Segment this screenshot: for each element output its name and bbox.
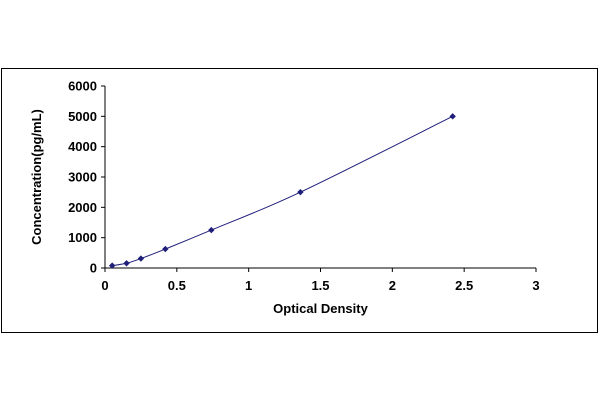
y-ticks: 0 1000 2000 3000 4000 5000 6000: [68, 79, 105, 276]
y-tick-label: 3000: [68, 170, 97, 185]
data-point: [208, 226, 215, 234]
y-tick-label: 1000: [68, 230, 97, 245]
x-tick-label: 0: [101, 278, 108, 293]
y-tick-label: 5000: [68, 109, 97, 124]
y-tick-label: 4000: [68, 139, 97, 154]
x-tick-label: 3: [532, 278, 539, 293]
data-point: [123, 260, 130, 267]
chart-frame: [1, 68, 598, 333]
data-point: [162, 245, 169, 253]
data-point: [449, 113, 456, 120]
data-point: [297, 188, 304, 196]
x-tick-label: 2: [389, 278, 396, 293]
x-tick-label: 1.5: [311, 278, 329, 293]
x-tick-label: 2.5: [455, 278, 473, 293]
y-tick-label: 6000: [68, 79, 97, 94]
x-tick-label: 1: [245, 278, 252, 293]
data-point: [108, 262, 116, 269]
data-points: [108, 113, 456, 269]
y-axis-title: Concentration(pg/mL): [29, 109, 44, 245]
y-tick-label: 0: [90, 261, 97, 276]
data-point: [137, 255, 145, 262]
x-ticks: 0 0.5 1 1.5 2 2.5 3: [101, 268, 540, 293]
x-axis-title: Optical Density: [273, 301, 368, 316]
y-tick-label: 2000: [68, 200, 97, 215]
x-tick-label: 0.5: [168, 278, 186, 293]
